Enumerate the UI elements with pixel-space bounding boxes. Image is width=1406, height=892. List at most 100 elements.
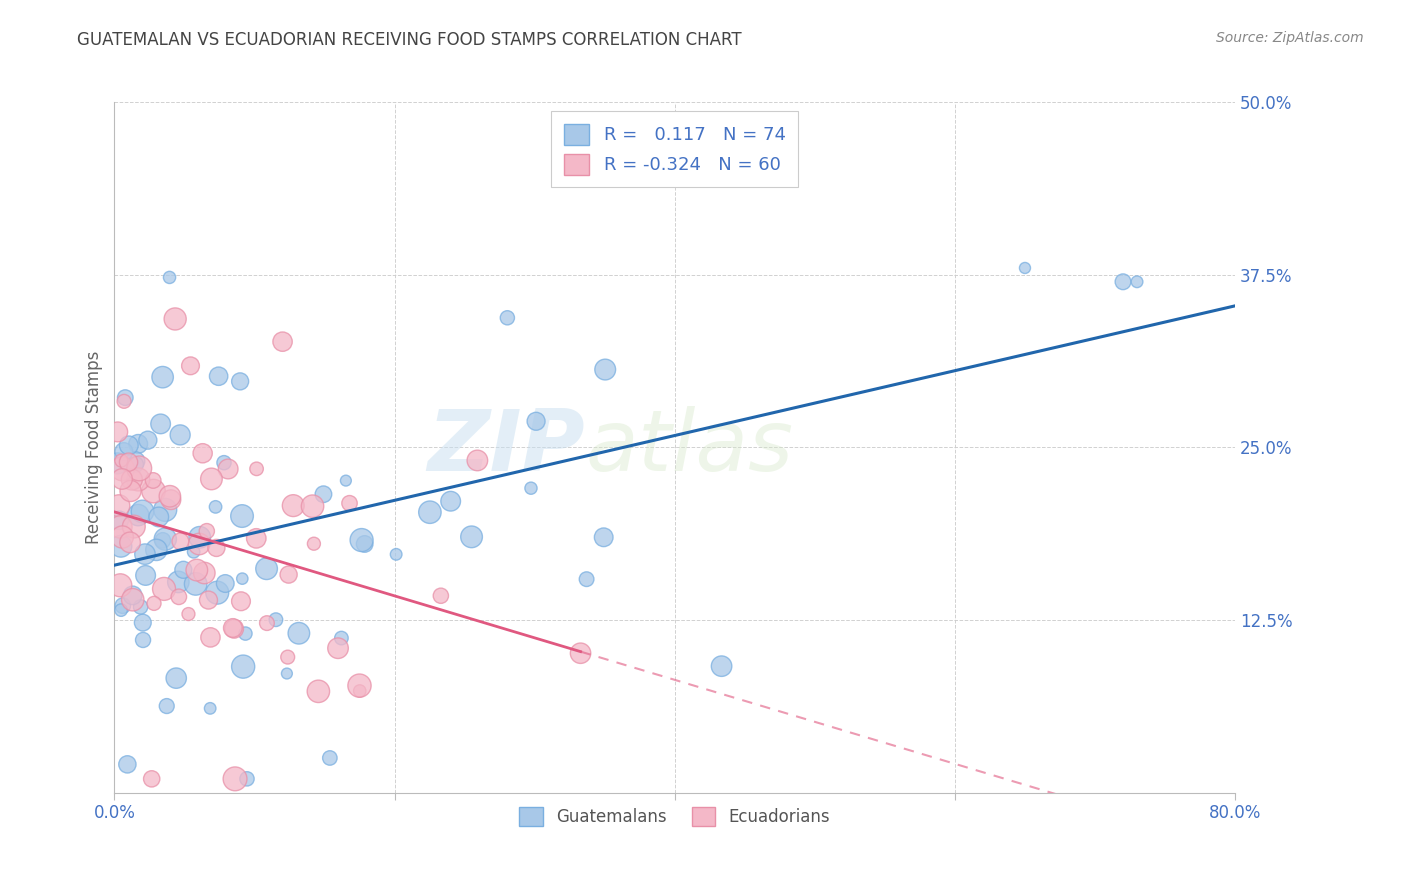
Point (124, 454, 146, 468)
Point (156, 699, 179, 714)
Point (121, 592, 143, 607)
Legend: Guatemalans, Ecuadorians: Guatemalans, Ecuadorians (513, 800, 837, 832)
Point (152, 370, 174, 384)
Point (153, 582, 176, 596)
Point (592, 530, 614, 544)
Point (127, 472, 149, 486)
Point (245, 532, 267, 546)
Point (264, 613, 287, 627)
Point (167, 590, 190, 604)
Point (167, 574, 190, 589)
Point (330, 631, 353, 645)
Point (467, 453, 489, 467)
Point (231, 509, 253, 524)
Point (141, 772, 163, 786)
Point (117, 455, 139, 469)
Point (129, 599, 152, 614)
Point (569, 646, 592, 660)
Point (1126, 275, 1149, 289)
Point (430, 589, 453, 603)
Point (231, 572, 253, 586)
Point (319, 751, 342, 765)
Point (193, 566, 215, 580)
Point (125, 458, 148, 472)
Point (127, 437, 149, 451)
Point (112, 444, 135, 458)
Point (120, 535, 142, 549)
Point (165, 312, 187, 326)
Point (593, 362, 616, 376)
Point (339, 496, 361, 510)
Point (288, 626, 311, 640)
Point (120, 483, 142, 498)
Point (110, 520, 132, 534)
Point (419, 505, 441, 519)
Point (132, 615, 155, 630)
Point (159, 270, 181, 285)
Point (222, 621, 245, 635)
Point (349, 679, 371, 693)
Point (312, 487, 335, 501)
Point (283, 499, 305, 513)
Point (245, 462, 267, 476)
Point (353, 537, 375, 551)
Point (110, 453, 132, 467)
Point (111, 530, 134, 544)
Point (214, 576, 236, 591)
Point (256, 616, 278, 631)
Point (110, 603, 132, 617)
Point (197, 593, 219, 607)
Point (142, 474, 165, 488)
Point (710, 659, 733, 673)
Point (183, 545, 205, 559)
Point (277, 650, 299, 665)
Point (496, 310, 519, 325)
Point (229, 594, 252, 608)
Point (184, 577, 207, 591)
Point (118, 438, 141, 452)
Point (207, 585, 229, 599)
Point (145, 542, 167, 557)
Point (135, 568, 157, 582)
Point (575, 572, 598, 586)
Text: atlas: atlas (585, 406, 793, 489)
Point (121, 473, 143, 487)
Point (110, 539, 132, 553)
Point (107, 425, 129, 439)
Point (385, 547, 408, 561)
Point (149, 417, 172, 431)
Point (524, 414, 547, 428)
Point (256, 562, 278, 576)
Point (212, 456, 235, 470)
Point (276, 666, 298, 681)
Point (121, 588, 143, 602)
Point (188, 530, 211, 544)
Point (143, 596, 166, 610)
Point (128, 461, 150, 475)
Point (200, 631, 222, 645)
Point (131, 504, 153, 518)
Point (271, 334, 294, 349)
Point (172, 563, 194, 577)
Point (108, 499, 131, 513)
Point (111, 599, 134, 613)
Point (112, 394, 135, 409)
Point (148, 510, 170, 524)
Point (152, 533, 174, 548)
Point (335, 474, 357, 488)
Point (229, 375, 252, 389)
Point (191, 446, 214, 460)
Point (1014, 260, 1036, 275)
Point (205, 541, 228, 555)
Point (108, 513, 131, 527)
Point (155, 503, 177, 517)
Point (134, 547, 156, 561)
Point (160, 492, 183, 507)
Point (200, 472, 222, 486)
Point (136, 433, 159, 447)
Point (105, 456, 128, 470)
Point (217, 462, 239, 476)
Point (188, 537, 211, 551)
Point (232, 659, 254, 673)
Point (204, 500, 226, 514)
